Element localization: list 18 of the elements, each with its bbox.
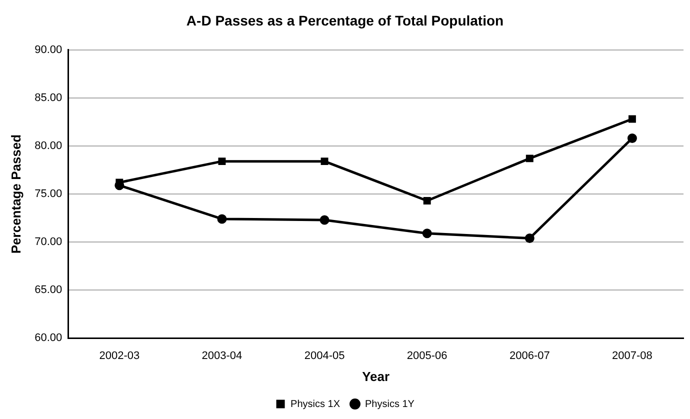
x-tick-label: 2003-04 — [202, 350, 242, 362]
x-tick-label: 2005-06 — [406, 350, 448, 362]
x-axis-title: Year — [362, 368, 390, 384]
x-tick-label: 2002-03 — [99, 350, 140, 362]
y-tick-label: 75.00 — [34, 188, 62, 200]
y-tick-label: 70.00 — [34, 236, 62, 248]
y-tick-label: 85.00 — [34, 92, 62, 104]
y-tick-label: 65.00 — [34, 284, 62, 296]
legend-label: Physics 1Y — [365, 398, 415, 410]
x-tick-label: 2007-08 — [612, 350, 652, 362]
y-tick-label: 60.00 — [34, 332, 62, 344]
y-tick-label: 80.00 — [34, 140, 62, 152]
y-axis-title: Percentage Passed — [8, 134, 24, 254]
x-tick-label: 2006-07 — [509, 350, 550, 362]
chart-title: A-D Passes as a Percentage of Total Population — [186, 12, 504, 28]
x-tick-label: 2004-05 — [304, 350, 345, 362]
legend-label: Physics 1X — [290, 398, 340, 410]
y-tick-label: 90.00 — [34, 44, 62, 56]
